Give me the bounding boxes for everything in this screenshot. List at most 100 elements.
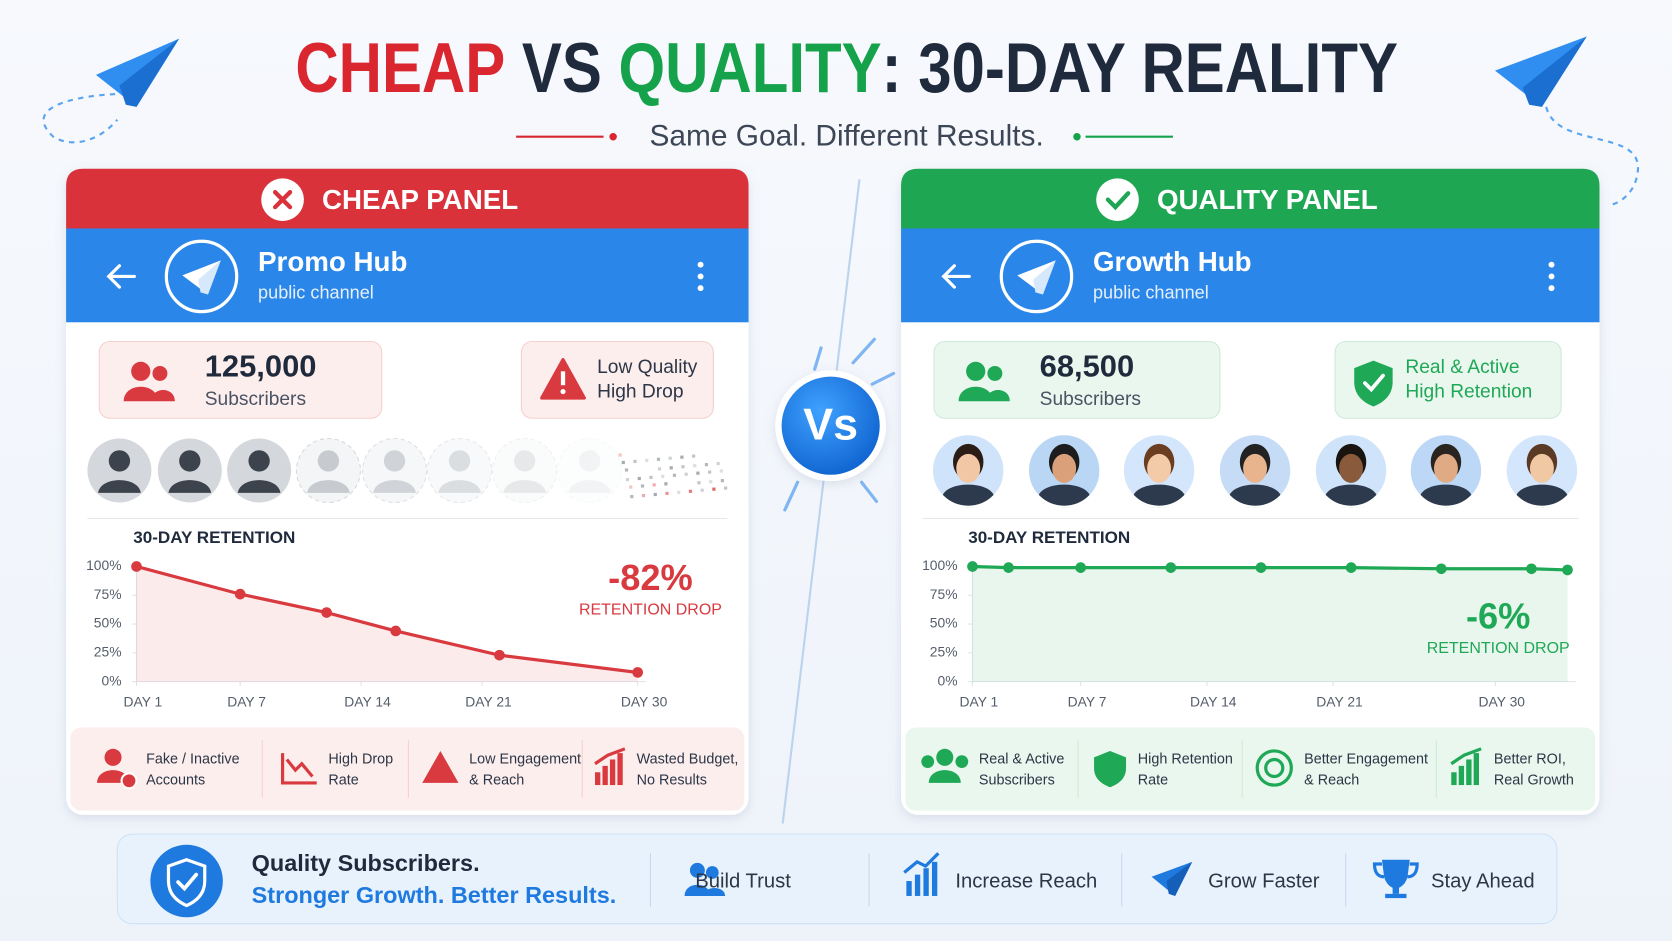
dust: [692, 454, 696, 458]
footer-icon: [176, 872, 199, 892]
feature-text: No Results: [637, 773, 707, 789]
subscriber-icon: [958, 386, 1010, 402]
avatar: [557, 437, 623, 504]
badge-text: Real & Active: [1405, 357, 1519, 378]
dust: [696, 471, 700, 475]
avatar: [930, 433, 1006, 508]
badge-text: High Retention: [1405, 382, 1532, 403]
feature-icon: [921, 755, 935, 769]
feature-icon: [955, 755, 969, 769]
avatar: [168, 480, 212, 493]
footer-item: Increase Reach: [955, 870, 1097, 892]
dust: [724, 486, 728, 490]
avatar: [1147, 453, 1172, 483]
subtitle-dot: [1073, 133, 1081, 141]
y-tick-label: 75%: [94, 586, 122, 602]
channel-name: Promo Hub: [258, 246, 407, 277]
feature-icon: [1094, 750, 1127, 788]
channel-avatar: [198, 260, 221, 295]
feature-text: Real Growth: [1494, 773, 1574, 789]
avatar: [1339, 453, 1363, 483]
x-tick-label: DAY 30: [1479, 694, 1526, 710]
avatar: [1504, 433, 1580, 508]
avatar: [108, 450, 131, 472]
dust: [629, 485, 633, 489]
divider: [781, 179, 861, 824]
badge-text: Low Quality: [597, 357, 698, 378]
avatar: [579, 450, 601, 472]
data-point: [1075, 562, 1087, 573]
subscriber-label: Subscribers: [205, 389, 306, 410]
dust: [661, 474, 665, 478]
avatar: [1243, 453, 1268, 483]
data-point: [1345, 562, 1357, 573]
avatar: [1433, 453, 1458, 483]
feature-text: Better ROI,: [1494, 751, 1566, 767]
feature-icon: [602, 765, 608, 786]
annotation-label: RETENTION DROP: [579, 601, 722, 618]
menu-dot: [697, 273, 704, 280]
data-point: [131, 561, 142, 572]
y-tick-label: 25%: [930, 643, 958, 659]
dust: [656, 457, 661, 461]
data-point: [1526, 563, 1537, 575]
feature-icon: [1458, 765, 1465, 786]
data-point: [390, 625, 402, 637]
feature-icon: [280, 753, 317, 785]
channel-avatar: [1033, 260, 1056, 295]
feature-icon: [104, 748, 122, 766]
avatar: [956, 453, 981, 483]
data-point: [632, 667, 643, 678]
subscriber-icon: [131, 361, 151, 381]
data-point: [494, 649, 505, 661]
footer-item-icon: [684, 852, 1419, 899]
channel-type: public channel: [258, 282, 374, 302]
annotation-label: RETENTION DROP: [1427, 640, 1570, 657]
feature-icon: [1451, 772, 1457, 786]
data-point: [1003, 562, 1014, 573]
x-tick-label: DAY 7: [1068, 694, 1107, 710]
x-tick-label: DAY 14: [344, 694, 391, 710]
feature-text: & Reach: [469, 773, 524, 789]
footer-item: Stay Ahead: [1431, 870, 1535, 892]
panel-header: [901, 168, 1600, 229]
avatar: [1228, 484, 1282, 508]
panels: CHEAP PANEL Promo Hub public channel 125,00…: [66, 168, 1600, 815]
feature-icon: [1264, 757, 1285, 779]
data-point: [967, 561, 978, 572]
avatar: [1324, 484, 1378, 508]
feature-strip: [905, 727, 1596, 811]
dust: [653, 492, 657, 497]
title-part: : 30-DAY REALITY: [882, 27, 1398, 106]
dust: [668, 456, 672, 460]
menu-dot: [697, 261, 704, 268]
panel-label: QUALITY PANEL: [1157, 184, 1378, 215]
channel-avatar: [999, 239, 1074, 314]
dust: [712, 487, 716, 491]
avatar: [513, 450, 536, 472]
title-part: CHEAP: [295, 27, 505, 106]
avatar: [438, 480, 481, 493]
dust: [719, 469, 723, 473]
dust: [657, 467, 662, 471]
plane-left: [42, 38, 180, 144]
dust: [664, 482, 668, 486]
vs-badge: Vs: [775, 337, 896, 512]
avatar: [448, 450, 471, 472]
avatar: [1038, 484, 1091, 508]
feature-text: High Retention: [1138, 751, 1233, 767]
area-fill: [136, 566, 638, 682]
badge-icon: [1354, 360, 1393, 407]
menu-dot: [1548, 261, 1555, 268]
dust: [630, 495, 634, 499]
dust: [704, 463, 709, 467]
dust: [645, 458, 649, 462]
subscriber-icon: [123, 386, 175, 402]
y-tick-label: 100%: [922, 557, 957, 573]
dust: [677, 490, 681, 494]
feature-text: Fake / Inactive: [146, 751, 239, 767]
feature-icon: [617, 753, 623, 786]
avatar: [1408, 433, 1484, 508]
dust: [618, 453, 622, 457]
